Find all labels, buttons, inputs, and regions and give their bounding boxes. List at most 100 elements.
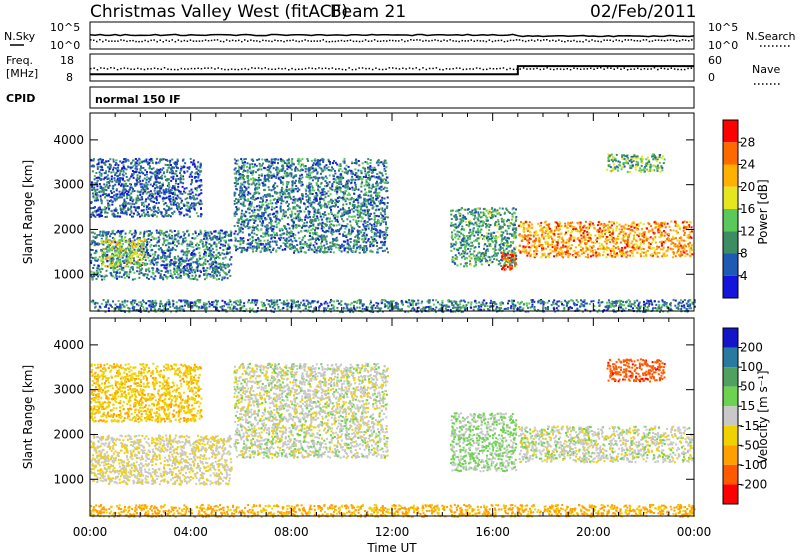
echo-cell [145, 243, 148, 246]
echo-cell [206, 274, 209, 277]
echo-cell [226, 251, 229, 254]
echo-cell [133, 203, 136, 206]
echo-cell [148, 177, 151, 180]
echo-cell [103, 208, 106, 211]
echo-cell [324, 168, 327, 171]
echo-cell [364, 229, 367, 232]
echo-cell [203, 237, 206, 240]
nave-point [559, 68, 562, 70]
echo-cell [99, 232, 102, 235]
echo-cell [151, 200, 154, 203]
echo-cell [172, 172, 175, 175]
echo-cell [184, 198, 187, 201]
echo-cell [342, 191, 345, 194]
echo-cell [331, 220, 334, 223]
echo-cell [367, 227, 370, 230]
echo-cell [137, 206, 140, 209]
echo-cell [303, 234, 306, 237]
echo-cell [198, 179, 201, 182]
echo-cell [368, 191, 371, 194]
nsearch-point [485, 40, 488, 43]
echo-cell [162, 254, 164, 257]
echo-cell [314, 231, 317, 234]
echo-cell [176, 158, 179, 161]
echo-cell [174, 182, 177, 185]
echo-cell [379, 212, 382, 215]
echo-cell [269, 218, 272, 221]
echo-cell [143, 215, 146, 218]
echo-cell [228, 247, 231, 250]
echo-cell [187, 259, 190, 262]
echo-cell [248, 234, 251, 237]
echo-cell [224, 241, 227, 244]
echo-cell [100, 161, 103, 164]
echo-cell [328, 200, 331, 203]
echo-cell [122, 266, 125, 269]
echo-cell [135, 162, 138, 165]
echo-cell [355, 243, 358, 246]
echo-cell [296, 199, 299, 202]
echo-cell [179, 178, 182, 180]
echo-cell [218, 238, 221, 240]
echo-cell [157, 268, 160, 271]
echo-cell [96, 167, 99, 170]
echo-cell [309, 199, 312, 202]
echo-cell [122, 169, 125, 172]
echo-cell [272, 247, 275, 250]
echo-cell [320, 227, 323, 230]
echo-cell [253, 214, 256, 217]
echo-cell [189, 195, 192, 198]
nsearch-point [666, 39, 669, 41]
echo-cell [171, 158, 174, 161]
nsearch-point [111, 40, 113, 42]
echo-cell [265, 243, 268, 246]
echo-cell [309, 190, 312, 193]
echo-cell [288, 227, 291, 230]
echo-cell [150, 197, 153, 200]
echo-cell [241, 219, 244, 222]
echo-cell [99, 173, 101, 176]
echo-cell [319, 242, 322, 245]
echo-cell [105, 160, 108, 163]
echo-cell [334, 215, 336, 218]
echo-cell [155, 229, 158, 232]
echo-cell [197, 264, 200, 267]
echo-cell [97, 158, 100, 161]
echo-cell [256, 191, 259, 194]
echo-cell [172, 203, 175, 206]
echo-cell [305, 192, 307, 195]
nsearch-point [93, 39, 95, 41]
echo-cell [168, 207, 171, 209]
echo-cell [162, 264, 164, 266]
echo-cell [173, 267, 176, 270]
echo-cell [168, 185, 171, 188]
echo-cell [252, 171, 255, 174]
echo-cell [190, 269, 193, 272]
echo-cell [115, 231, 118, 234]
echo-cell [319, 198, 321, 201]
echo-cell [102, 243, 105, 246]
echo-cell [385, 235, 388, 237]
echo-cell [321, 221, 324, 224]
echo-cell [127, 159, 130, 162]
echo-cell [164, 213, 167, 216]
echo-cell [185, 264, 188, 267]
echo-cell [290, 246, 293, 249]
echo-cell [260, 243, 263, 246]
echo-cell [345, 203, 348, 206]
echo-cell [118, 183, 120, 186]
nave-point [170, 68, 172, 71]
echo-cell [173, 273, 176, 276]
nave-point [492, 68, 495, 70]
nsearch-point [358, 40, 361, 43]
echo-cell [112, 240, 115, 243]
echo-cell [112, 215, 115, 218]
echo-cell [92, 159, 95, 162]
echo-cell [157, 190, 160, 193]
echo-cell [258, 217, 261, 220]
echo-cell [386, 205, 389, 208]
echo-cell [199, 239, 202, 242]
echo-cell [109, 242, 112, 245]
echo-cell [325, 181, 328, 184]
echo-cell [310, 182, 313, 185]
